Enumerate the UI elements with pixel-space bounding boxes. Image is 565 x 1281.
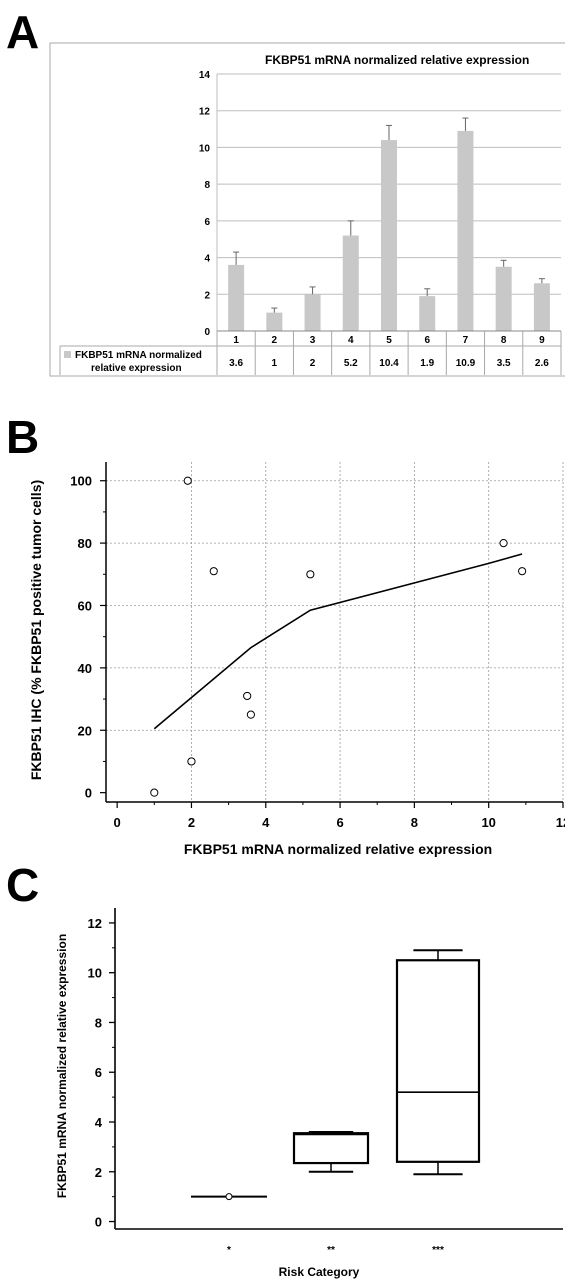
bar bbox=[495, 266, 512, 331]
bar bbox=[342, 235, 359, 331]
fit-line-path bbox=[153, 553, 523, 730]
y-tick-label: 12 bbox=[88, 916, 102, 931]
legend-label-line1: FKBP51 mRNA normalized bbox=[75, 350, 202, 361]
chart-c-boxes bbox=[191, 949, 481, 1201]
chart-a-y-ticks: 0 2 4 6 8 10 12 14 bbox=[199, 70, 211, 338]
chart-c-x-axis-label: Risk Category bbox=[279, 1265, 360, 1279]
chart-a-data-table: 1 3.6 2 1 3 2 4 5.2 5 10.4 6 1.9 7 10.9 8 3.5 9 2.6 bbox=[59, 330, 562, 375]
scatter-point bbox=[209, 567, 218, 576]
scatter-point bbox=[518, 567, 527, 576]
y-tick-label: 8 bbox=[95, 1015, 102, 1030]
scatter-point bbox=[187, 757, 196, 766]
panel-label-c: C bbox=[6, 859, 39, 911]
y-tick-label: 0 bbox=[204, 327, 210, 338]
y-tick-label: 2 bbox=[204, 290, 210, 301]
y-tick-label: 0 bbox=[85, 786, 92, 801]
category-label: 6 bbox=[424, 335, 430, 346]
chart-a-bars bbox=[228, 117, 550, 331]
table-value: 2 bbox=[310, 358, 316, 369]
y-tick-label: 6 bbox=[95, 1065, 102, 1080]
bar bbox=[304, 294, 321, 331]
table-value: 10.9 bbox=[456, 358, 476, 369]
chart-b-fit-line bbox=[153, 553, 523, 730]
y-tick-label: 0 bbox=[95, 1215, 102, 1230]
category-label: 1 bbox=[233, 335, 239, 346]
x-tick-label: *** bbox=[432, 1245, 444, 1256]
box bbox=[395, 959, 481, 1163]
x-tick-label: 10 bbox=[481, 815, 495, 830]
category-label: 3 bbox=[310, 335, 316, 346]
chart-b-gridlines bbox=[106, 462, 564, 802]
chart-b-x-axis-label: FKBP51 mRNA normalized relative expressi… bbox=[184, 841, 492, 857]
table-value: 5.2 bbox=[344, 358, 358, 369]
scatter-point bbox=[499, 539, 508, 548]
chart-a-title: FKBP51 mRNA normalized relative expressi… bbox=[265, 53, 529, 67]
y-tick-label: 4 bbox=[95, 1115, 103, 1130]
table-value: 1.9 bbox=[420, 358, 434, 369]
table-value: 2.6 bbox=[535, 358, 549, 369]
y-tick-label: 100 bbox=[70, 474, 92, 489]
y-tick-label: 10 bbox=[88, 966, 102, 981]
outlier-point bbox=[225, 1193, 233, 1201]
panel-label-a: A bbox=[6, 6, 39, 58]
bar bbox=[457, 130, 474, 331]
y-tick-label: 80 bbox=[78, 536, 92, 551]
y-tick-label: 12 bbox=[199, 107, 211, 118]
category-label: 5 bbox=[386, 335, 392, 346]
legend-label-line2: relative expression bbox=[91, 363, 182, 374]
y-tick-label: 20 bbox=[78, 723, 92, 738]
x-tick-label: 12 bbox=[556, 815, 565, 830]
chart-c-y-axis-label: FKBP51 mRNA normalized relative expressi… bbox=[55, 934, 69, 1198]
y-tick-label: 6 bbox=[204, 217, 210, 228]
bar bbox=[381, 140, 397, 331]
bar bbox=[419, 296, 436, 331]
table-value: 1 bbox=[272, 358, 278, 369]
y-tick-label: 10 bbox=[199, 143, 211, 154]
bar bbox=[228, 264, 245, 331]
x-tick-label: 4 bbox=[262, 815, 270, 830]
category-label: 2 bbox=[272, 335, 278, 346]
table-value: 3.6 bbox=[229, 358, 243, 369]
scatter-point bbox=[183, 476, 192, 485]
x-tick-label: 6 bbox=[336, 815, 343, 830]
y-tick-label: 14 bbox=[199, 70, 211, 81]
x-tick-label: 2 bbox=[188, 815, 195, 830]
legend-swatch bbox=[64, 351, 71, 358]
chart-b-axes: 0 2 4 6 8 10 12 0 20 40 60 80 100 bbox=[70, 462, 565, 830]
scatter-point bbox=[150, 788, 159, 797]
x-tick-label: 8 bbox=[411, 815, 418, 830]
scatter-point bbox=[306, 570, 315, 579]
category-label: 4 bbox=[348, 335, 354, 346]
category-label: 7 bbox=[463, 335, 469, 346]
chart-b-y-axis-label: FKBP51 IHC (% FKBP51 positive tumor cell… bbox=[28, 480, 44, 780]
y-tick-label: 2 bbox=[95, 1165, 102, 1180]
y-tick-label: 8 bbox=[204, 180, 210, 191]
y-tick-label: 40 bbox=[78, 661, 92, 676]
bar bbox=[533, 283, 550, 331]
y-tick-label: 60 bbox=[78, 598, 92, 613]
x-tick-label: 0 bbox=[114, 815, 121, 830]
category-label: 9 bbox=[539, 335, 545, 346]
category-label: 8 bbox=[501, 335, 507, 346]
y-tick-label: 4 bbox=[204, 254, 210, 265]
x-tick-label: * bbox=[227, 1245, 231, 1256]
scatter-point bbox=[243, 691, 252, 701]
scatter-point bbox=[246, 710, 256, 719]
bar bbox=[266, 312, 283, 331]
table-value: 3.5 bbox=[497, 358, 511, 369]
panel-label-b: B bbox=[6, 411, 39, 463]
x-tick-label: ** bbox=[327, 1245, 335, 1256]
table-value: 10.4 bbox=[379, 358, 399, 369]
chart-b-points bbox=[150, 476, 527, 797]
box bbox=[292, 1132, 370, 1165]
